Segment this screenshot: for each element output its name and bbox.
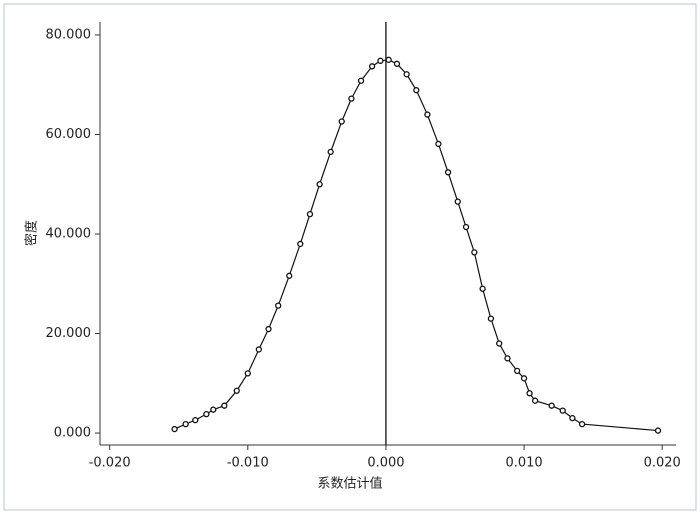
y-tick-label: 80.000	[46, 27, 92, 42]
point	[496, 340, 503, 347]
point	[203, 410, 210, 418]
point	[479, 285, 486, 292]
point	[654, 427, 662, 434]
point	[578, 420, 586, 428]
x-tick-label: -0.020	[89, 456, 131, 471]
point	[306, 210, 314, 218]
point	[548, 402, 555, 409]
point	[297, 240, 304, 248]
point	[286, 272, 293, 279]
point	[462, 223, 470, 231]
point	[182, 420, 189, 428]
point	[393, 60, 401, 67]
point	[233, 387, 240, 394]
point	[504, 355, 511, 362]
point	[255, 346, 262, 353]
x-tick-label: 0.010	[505, 456, 542, 471]
point	[265, 325, 272, 333]
point	[385, 56, 392, 63]
point	[348, 95, 355, 102]
point	[275, 302, 282, 309]
point	[210, 406, 217, 413]
point	[413, 87, 420, 94]
y-tick-label: 0.000	[54, 426, 91, 441]
point	[221, 402, 228, 409]
x-tick-label: 0.000	[367, 456, 404, 471]
point	[520, 375, 528, 382]
point	[368, 63, 376, 70]
point	[435, 140, 442, 148]
x-tick-label: 0.020	[644, 456, 681, 471]
point	[444, 169, 452, 176]
x-axis-label: 系数估计值	[317, 476, 382, 492]
point	[338, 118, 345, 125]
point	[526, 390, 533, 397]
point	[377, 57, 384, 64]
point	[171, 425, 178, 433]
point	[327, 148, 334, 156]
y-tick-label: 20.000	[46, 326, 92, 341]
point	[192, 416, 199, 424]
y-tick-label: 40.000	[46, 226, 92, 241]
point	[487, 315, 495, 322]
x-tick-label: -0.010	[227, 456, 269, 471]
y-axis-label: 密度	[24, 220, 40, 246]
point	[316, 181, 323, 188]
point	[244, 370, 251, 377]
y-tick-label: 60.000	[46, 127, 92, 142]
point	[471, 249, 478, 256]
point	[569, 414, 576, 422]
point	[454, 198, 461, 205]
point	[531, 397, 539, 404]
point	[403, 71, 410, 78]
point	[514, 367, 521, 375]
point	[357, 77, 365, 84]
frame	[3, 3, 697, 511]
point	[424, 111, 431, 118]
point	[559, 407, 566, 414]
